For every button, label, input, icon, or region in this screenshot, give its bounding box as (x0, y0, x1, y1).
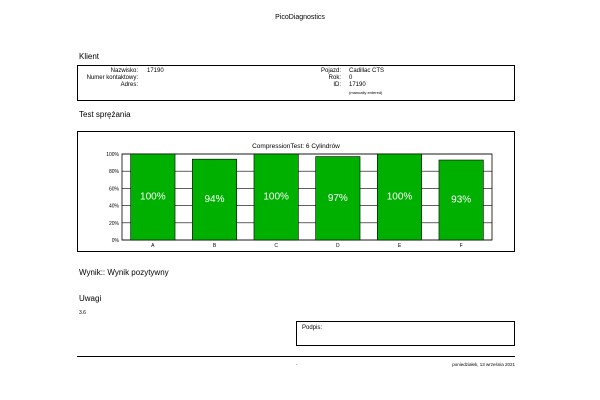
bar-value-label: 100% (263, 192, 289, 203)
id-value: 17190 (349, 82, 366, 88)
notes-heading: Uwagi (79, 294, 102, 303)
bar-value-label: 93% (451, 194, 471, 205)
footer-date: poniedziałek, 13 września 2021 (452, 362, 515, 367)
y-tick-label: 60% (109, 186, 120, 192)
id-label: ID: (333, 82, 341, 88)
result-text: Wynik:: Wynik pozytywny (79, 268, 169, 277)
bar-B (192, 158, 238, 241)
bar-D (315, 156, 361, 241)
y-tick-label: 0% (112, 238, 120, 244)
year-label: Rok: (328, 75, 341, 81)
signature-box: Podpis: (296, 321, 515, 346)
y-tick-label: 40% (109, 204, 120, 210)
x-tick-label: A (151, 243, 155, 249)
client-heading: Klient (79, 52, 100, 61)
test-heading: Test sprężania (79, 110, 131, 119)
y-tick-label: 100% (106, 152, 119, 158)
document-title: PicoDiagnostics (275, 14, 325, 21)
contact-label: Numer kontaktowy: (86, 75, 138, 81)
plot-frame (121, 153, 493, 241)
id-note: (manually entered) (349, 90, 383, 95)
footer-center: - (296, 362, 298, 367)
bar-value-label: 94% (204, 194, 224, 205)
signature-label: Podpis: (302, 325, 323, 331)
notes-text: 3.6 (79, 310, 86, 316)
x-tick-label: F (460, 243, 463, 249)
compression-chart: CompressionTest: 6 Cylindrów 0% 20% 40% 60%… (77, 131, 515, 252)
client-info-box: Nazwisko: 17190 Numer kontaktowy: Adres:… (77, 65, 515, 101)
vehicle-value: Cadillac CTS (349, 68, 385, 74)
compression-chart-svg: CompressionTest: 6 Cylindrów 0% 20% 40% 60%… (106, 143, 493, 249)
x-tick-label: B (213, 243, 217, 249)
y-tick-label: 80% (109, 169, 120, 175)
bar-F (438, 159, 484, 241)
year-value: 0 (349, 75, 353, 81)
bar-value-label: 97% (328, 193, 348, 204)
surname-value: 17190 (147, 68, 164, 74)
y-tick-label: 20% (109, 221, 120, 227)
x-tick-label: E (398, 243, 402, 249)
bar-A (130, 153, 176, 241)
vehicle-label: Pojazd: (320, 68, 341, 74)
bar-value-label: 100% (140, 192, 166, 203)
bar-E (376, 153, 422, 241)
x-tick-label: D (336, 243, 340, 249)
bar-C (253, 153, 299, 241)
address-label: Adres: (120, 82, 138, 88)
bar-value-label: 100% (387, 192, 413, 203)
x-tick-label: C (274, 243, 278, 249)
footer-divider (77, 356, 515, 357)
surname-label: Nazwisko: (110, 68, 138, 74)
chart-title: CompressionTest: 6 Cylindrów (252, 143, 340, 150)
